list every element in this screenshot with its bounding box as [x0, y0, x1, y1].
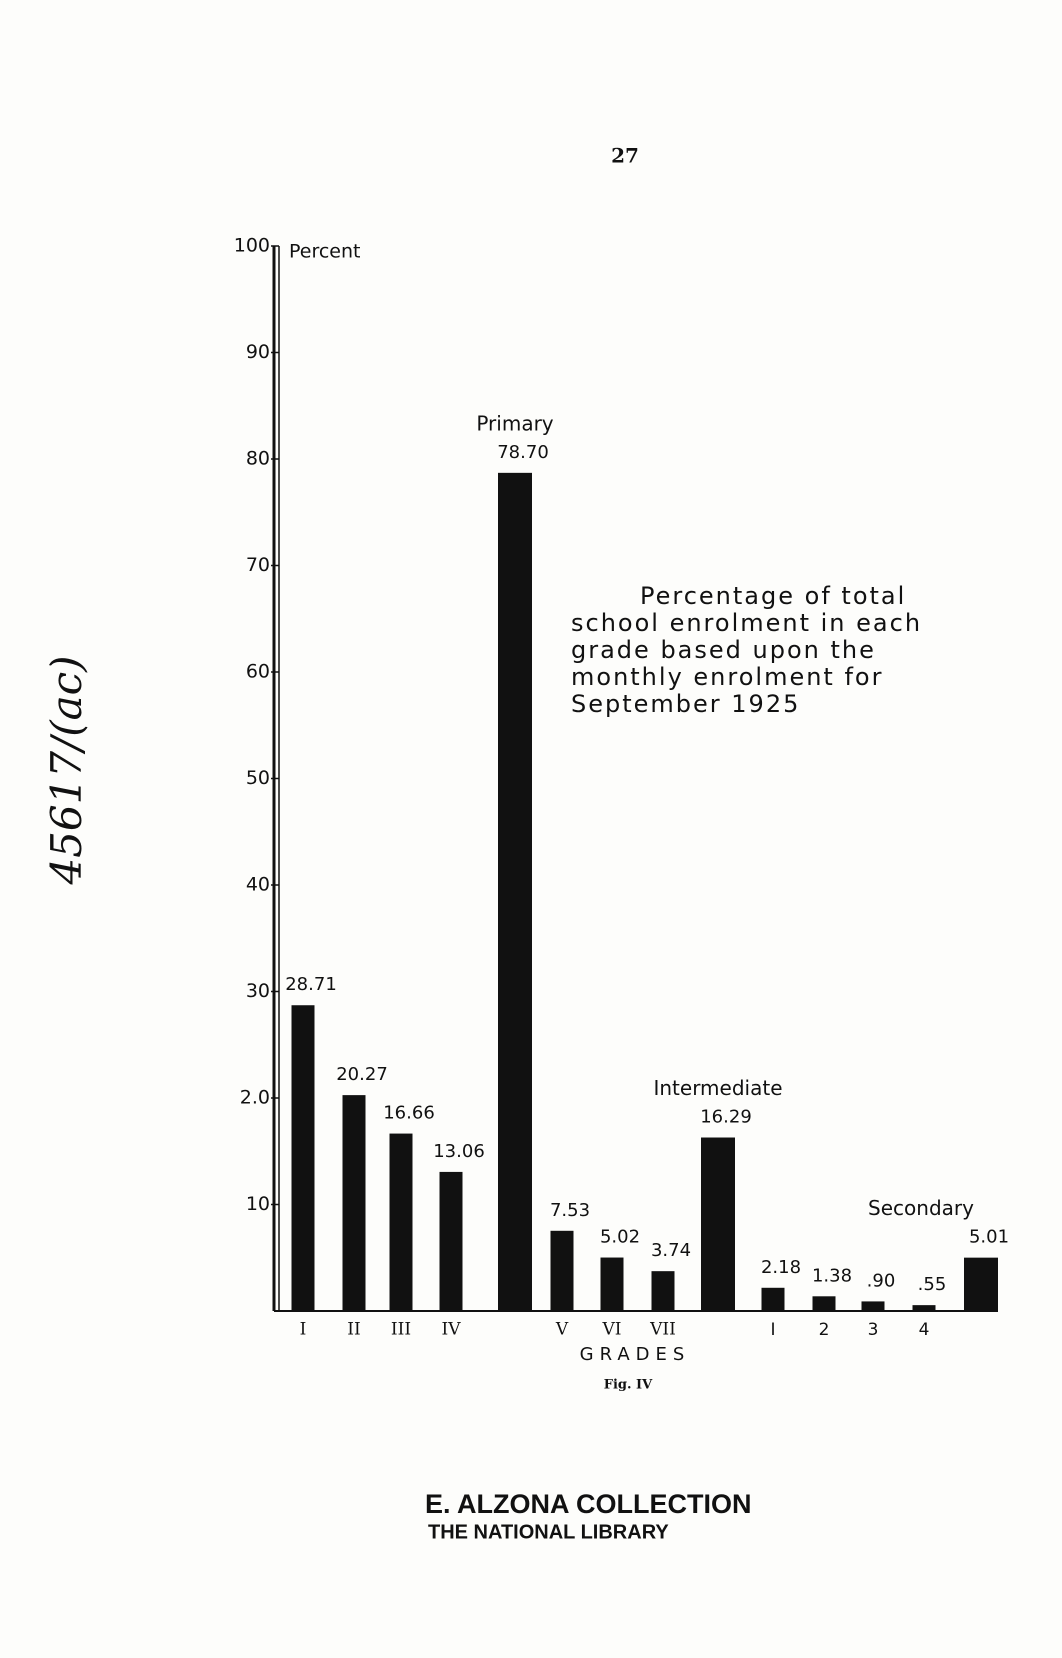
x-tick-label: VI: [602, 1320, 622, 1340]
y-tick-label: 50: [246, 767, 270, 789]
bar: [498, 472, 532, 1312]
value-label: 5.01: [969, 1227, 1009, 1248]
x-tick-label: 2: [819, 1320, 830, 1340]
bar: [701, 1137, 735, 1311]
value-label: 13.06: [433, 1141, 485, 1162]
bar: [389, 1133, 413, 1311]
value-label: 20.27: [336, 1064, 388, 1085]
bar: [861, 1301, 885, 1311]
bar: [651, 1271, 675, 1311]
value-label: 78.70: [497, 442, 549, 463]
description-line: grade based upon the: [571, 636, 876, 664]
bar: [761, 1287, 785, 1311]
value-label: 28.71: [285, 974, 337, 995]
stamp-line: THE NATIONAL LIBRARY: [428, 1521, 669, 1543]
value-label: 1.38: [812, 1265, 852, 1286]
description-line: monthly enrolment for: [571, 663, 883, 691]
x-tick-label: 3: [868, 1320, 879, 1340]
value-label: .90: [867, 1270, 896, 1291]
value-label: 3.74: [651, 1240, 691, 1261]
y-axis-label: Percent: [289, 241, 361, 263]
x-tick-label: III: [391, 1320, 411, 1340]
bar: [439, 1171, 463, 1311]
group-label: Secondary: [868, 1196, 974, 1220]
x-tick-label: I: [300, 1320, 307, 1340]
group-label: Primary: [476, 411, 553, 435]
x-tick-label: IV: [442, 1320, 462, 1340]
y-tick-label: 100: [234, 235, 270, 257]
x-axis-label: GRADES: [580, 1344, 691, 1365]
x-tick-label: VII: [649, 1320, 676, 1340]
value-label: 2.18: [761, 1257, 801, 1278]
bar: [550, 1230, 574, 1311]
y-tick-label: 70: [246, 554, 270, 576]
bar: [291, 1005, 315, 1311]
x-tick-label: I: [770, 1320, 775, 1340]
y-tick-label: 2.0: [240, 1087, 270, 1109]
value-label: 16.29: [700, 1107, 752, 1128]
y-tick-label: 40: [246, 874, 270, 896]
y-tick-label: 30: [246, 980, 270, 1002]
y-tick-label: 90: [246, 341, 270, 363]
y-tick-label: 10: [246, 1193, 270, 1215]
value-label: .55: [918, 1274, 947, 1295]
x-tick-label: II: [347, 1320, 360, 1340]
y-tick-label: 60: [246, 661, 270, 683]
value-label: 16.66: [383, 1103, 435, 1124]
handwritten-note: 45617/(ac): [42, 655, 91, 885]
stamp-line: E. ALZONA COLLECTION: [425, 1489, 751, 1519]
figure-caption: Fig. IV: [604, 1378, 653, 1393]
bar: [912, 1305, 936, 1311]
bar: [964, 1257, 998, 1311]
bar: [600, 1257, 624, 1311]
description-line: Percentage of total: [640, 582, 906, 610]
bar: [812, 1296, 836, 1311]
x-tick-label: 4: [919, 1320, 930, 1340]
group-label: Intermediate: [653, 1076, 782, 1100]
value-label: 5.02: [600, 1227, 640, 1248]
bar: [342, 1095, 366, 1311]
y-tick-label: 80: [246, 448, 270, 470]
value-label: 7.53: [550, 1200, 590, 1221]
page-number: 27: [611, 144, 639, 168]
description-line: September 1925: [571, 690, 800, 718]
description-line: school enrolment in each: [571, 609, 922, 637]
x-tick-label: V: [555, 1320, 569, 1340]
